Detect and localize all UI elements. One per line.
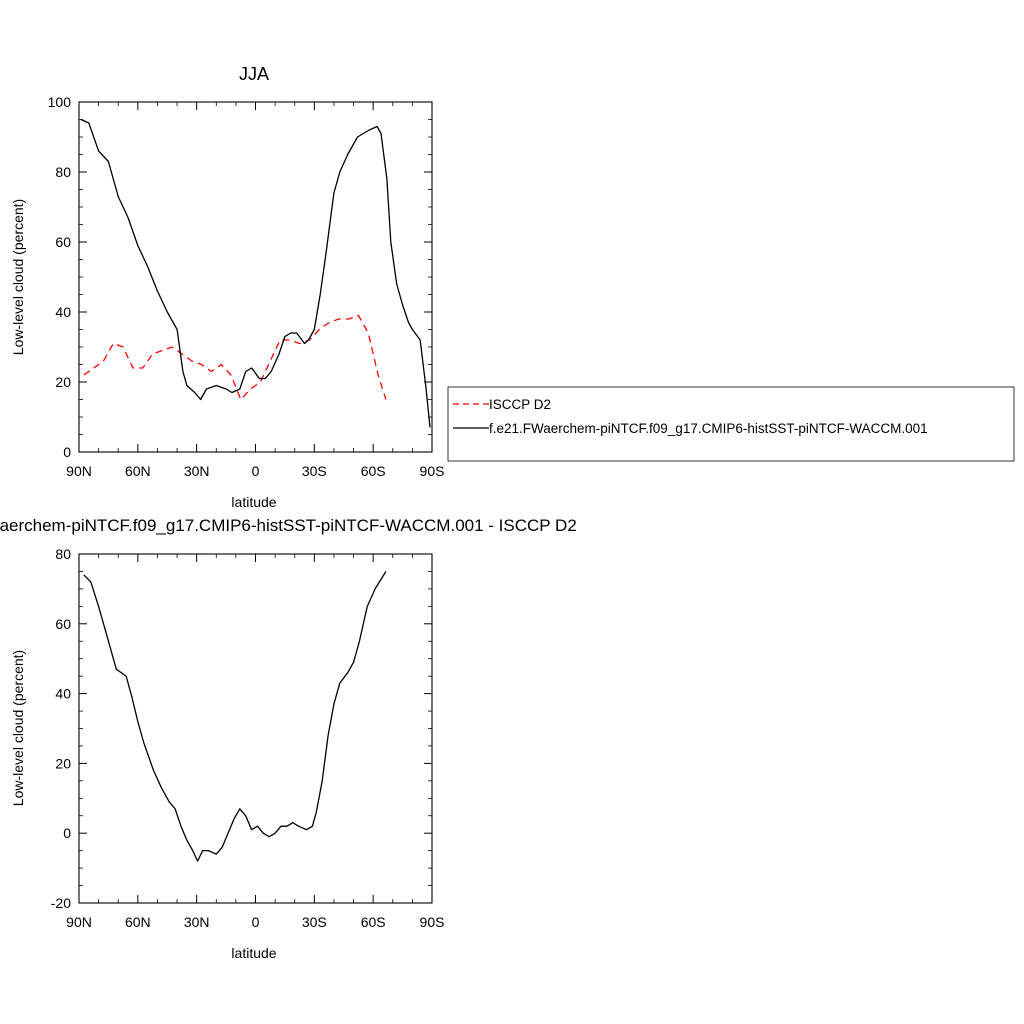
bottom-x-tick-label: 90S xyxy=(420,914,445,930)
bottom-y-tick-label: 80 xyxy=(55,546,71,562)
bottom-x-tick-label: 30S xyxy=(302,914,327,930)
bottom-y-tick-label: 60 xyxy=(55,616,71,632)
top-x-tick-label: 90S xyxy=(420,463,445,479)
legend-entry-isccp: ISCCP D2 xyxy=(489,397,551,412)
bottom-x-tick-label: 60S xyxy=(361,914,386,930)
bottom-y-tick-label: -20 xyxy=(51,895,71,911)
bottom-chart-panel: f.e21.FWaerchem-piNTCF.f09_g17.CMIP6-his… xyxy=(0,516,577,961)
bottom-x-axis-label: latitude xyxy=(231,945,276,961)
top-plot-area: 90N 60N 30N 0 30S 60S 90S 0 20 40 60 80 100 xyxy=(48,94,445,479)
top-y-tick-label: 40 xyxy=(55,304,71,320)
bottom-chart-title: f.e21.FWaerchem-piNTCF.f09_g17.CMIP6-his… xyxy=(0,516,577,535)
legend: ISCCP D2 f.e21.FWaerchem-piNTCF.f09_g17.… xyxy=(447,386,1015,462)
top-x-tick-label: 60N xyxy=(125,463,151,479)
top-y-tick-label: 20 xyxy=(55,374,71,390)
top-y-tick-label: 100 xyxy=(48,94,72,110)
bottom-y-tick-label: 0 xyxy=(63,825,71,841)
top-chart-title: JJA xyxy=(239,64,269,84)
legend-entry-model: f.e21.FWaerchem-piNTCF.f09_g17.CMIP6-his… xyxy=(489,421,928,436)
top-series-line-0 xyxy=(83,314,387,401)
top-y-tick-label: 0 xyxy=(63,444,71,460)
legend-frame xyxy=(447,386,1015,462)
top-x-tick-label: 30N xyxy=(184,463,210,479)
top-x-axis-label: latitude xyxy=(231,494,276,510)
top-x-tick-label: 30S xyxy=(302,463,327,479)
bottom-series-line-0 xyxy=(83,571,387,862)
top-x-tick-label: 0 xyxy=(252,463,260,479)
top-series-line-1 xyxy=(80,118,431,428)
bottom-plot-area: 90N 60N 30N 0 30S 60S 90S -20 0 20 40 60 80 xyxy=(51,546,445,930)
bottom-x-tick-label: 60N xyxy=(125,914,151,930)
top-x-tick-label: 60S xyxy=(361,463,386,479)
bottom-y-tick-label: 40 xyxy=(55,686,71,702)
top-y-axis-label: Low-level cloud (percent) xyxy=(10,199,26,355)
bottom-x-tick-label: 0 xyxy=(252,914,260,930)
top-x-tick-label: 90N xyxy=(66,463,92,479)
top-y-tick-label: 60 xyxy=(55,234,71,250)
top-y-tick-label: 80 xyxy=(55,164,71,180)
bottom-y-tick-label: 20 xyxy=(55,755,71,771)
bottom-x-tick-label: 90N xyxy=(66,914,92,930)
top-chart-panel: JJA 90N 60N 30N 0 30S 60S 90S 0 20 40 60 80 100 lati… xyxy=(10,64,444,510)
bottom-y-axis-label: Low-level cloud (percent) xyxy=(10,650,26,806)
bottom-x-tick-label: 30N xyxy=(184,914,210,930)
